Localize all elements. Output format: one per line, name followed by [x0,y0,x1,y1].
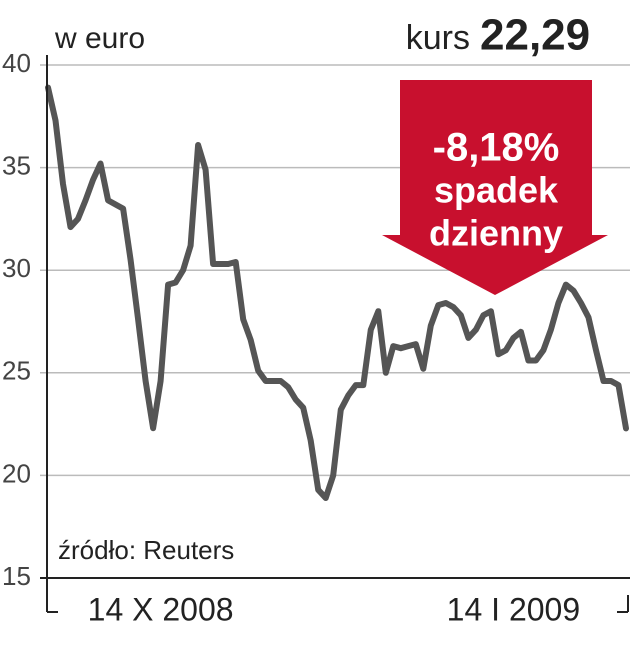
y-tick-label: 25 [2,356,31,386]
change-label: -8,18% [433,126,560,170]
y-tick-label: 20 [2,458,31,488]
plot-area: 15 20 25 30 35 40 14 X 2008 14 I 2009 [2,48,630,627]
y-tick-label: 15 [2,561,31,591]
price-label: kurs [406,19,470,57]
source-note: źródło: Reuters [58,535,234,565]
x-tick-label: 14 I 2009 [447,591,580,627]
price-value: 22,29 [480,11,590,60]
data-line [45,84,629,501]
y-tick-label: 35 [2,150,31,180]
y-tick-label: 30 [2,253,31,283]
chart-title: w euro [54,22,145,55]
y-tick-label: 40 [2,48,31,78]
change-arrow [382,80,608,295]
change-text: dzienny [429,213,563,254]
x-tick-label: 14 X 2008 [88,591,234,627]
change-text: spadek [434,170,559,211]
